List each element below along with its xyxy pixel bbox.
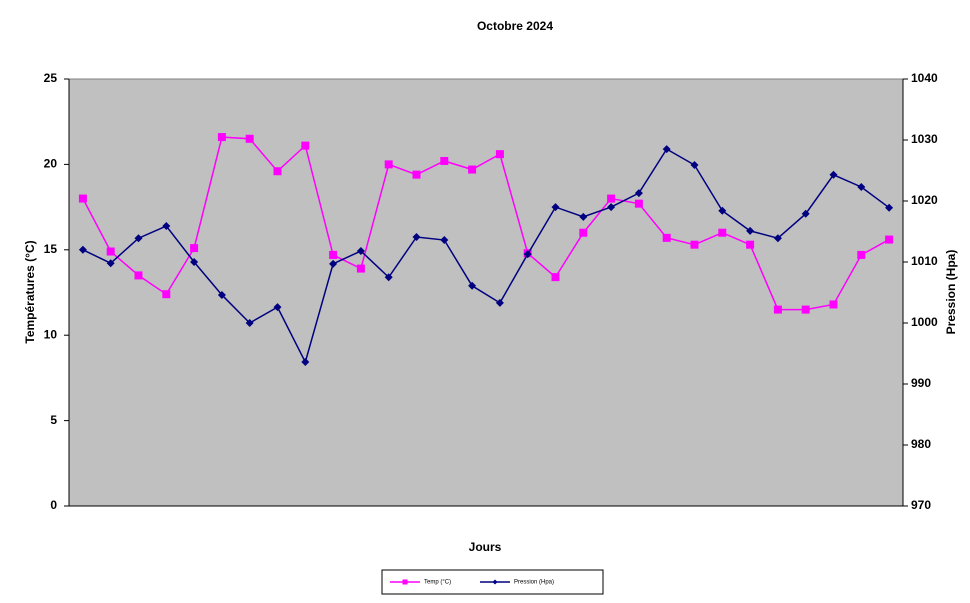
point	[468, 281, 477, 290]
y2-tick-label: 1040	[911, 71, 938, 85]
y-tick-label: 10	[44, 327, 58, 341]
point	[607, 194, 616, 203]
point	[579, 212, 588, 221]
point	[690, 240, 699, 249]
point	[690, 161, 699, 170]
point	[356, 264, 365, 273]
point	[523, 250, 532, 259]
y2-tick-label: 1000	[911, 315, 938, 329]
point	[773, 234, 782, 243]
point	[829, 170, 838, 179]
legend-label: Pression (Hpa)	[514, 580, 554, 586]
point	[857, 250, 866, 259]
point	[440, 236, 449, 245]
plot-area	[68, 78, 904, 507]
point	[356, 247, 365, 256]
y2-tick-label: 970	[911, 498, 931, 512]
x-axis-title: Jours	[469, 540, 502, 554]
chart-title: Octobre 2024	[477, 19, 553, 33]
point	[106, 247, 115, 256]
point	[495, 298, 504, 307]
series-line	[82, 136, 890, 311]
point	[384, 273, 393, 282]
point	[301, 358, 310, 367]
y-tick-label: 25	[44, 71, 58, 85]
y-tick-label: 5	[50, 413, 57, 427]
y-tick-label: 15	[44, 242, 58, 256]
legend-label: Temp (°C)	[424, 580, 451, 586]
point	[162, 222, 171, 231]
point	[495, 150, 504, 159]
point	[718, 206, 727, 215]
point	[857, 182, 866, 191]
point	[773, 305, 782, 314]
point	[746, 240, 755, 249]
point	[134, 234, 143, 243]
point	[329, 259, 338, 268]
y-tick-label: 0	[50, 498, 57, 512]
point	[492, 579, 498, 585]
y-tick-label: 20	[44, 157, 58, 171]
point	[829, 300, 838, 309]
y2-axis-title: Pression (Hpa)	[944, 250, 958, 335]
point	[801, 305, 810, 314]
point	[162, 290, 171, 299]
point	[190, 258, 199, 266]
point	[273, 303, 282, 312]
y2-tick-label: 1030	[911, 132, 938, 146]
point	[134, 271, 143, 280]
point	[607, 203, 616, 212]
point	[273, 167, 282, 176]
point	[718, 228, 727, 237]
point	[468, 165, 477, 174]
y2-tick-label: 1020	[911, 193, 938, 207]
point	[217, 133, 226, 142]
y2-tick-label: 990	[911, 376, 931, 390]
y-axis-title: Températures (°C)	[23, 240, 37, 343]
series-line	[82, 148, 890, 365]
y2-tick-label: 1010	[911, 254, 938, 268]
point	[402, 579, 408, 585]
point	[106, 259, 115, 268]
point	[384, 160, 393, 169]
point	[190, 244, 199, 253]
point	[301, 141, 310, 150]
point	[634, 199, 643, 208]
point	[78, 245, 87, 254]
point	[551, 273, 560, 282]
point	[662, 233, 671, 242]
point	[329, 250, 338, 259]
point	[245, 319, 254, 327]
point	[78, 194, 87, 203]
point	[634, 189, 643, 198]
point	[579, 228, 588, 237]
y2-tick-label: 980	[911, 437, 931, 451]
point	[551, 203, 560, 212]
point	[245, 134, 254, 143]
point	[885, 203, 894, 212]
point	[885, 235, 894, 244]
point	[801, 209, 810, 218]
point	[412, 232, 421, 241]
point	[217, 290, 226, 299]
point	[662, 145, 671, 154]
point	[412, 170, 421, 179]
point	[440, 156, 449, 165]
point	[746, 226, 755, 235]
